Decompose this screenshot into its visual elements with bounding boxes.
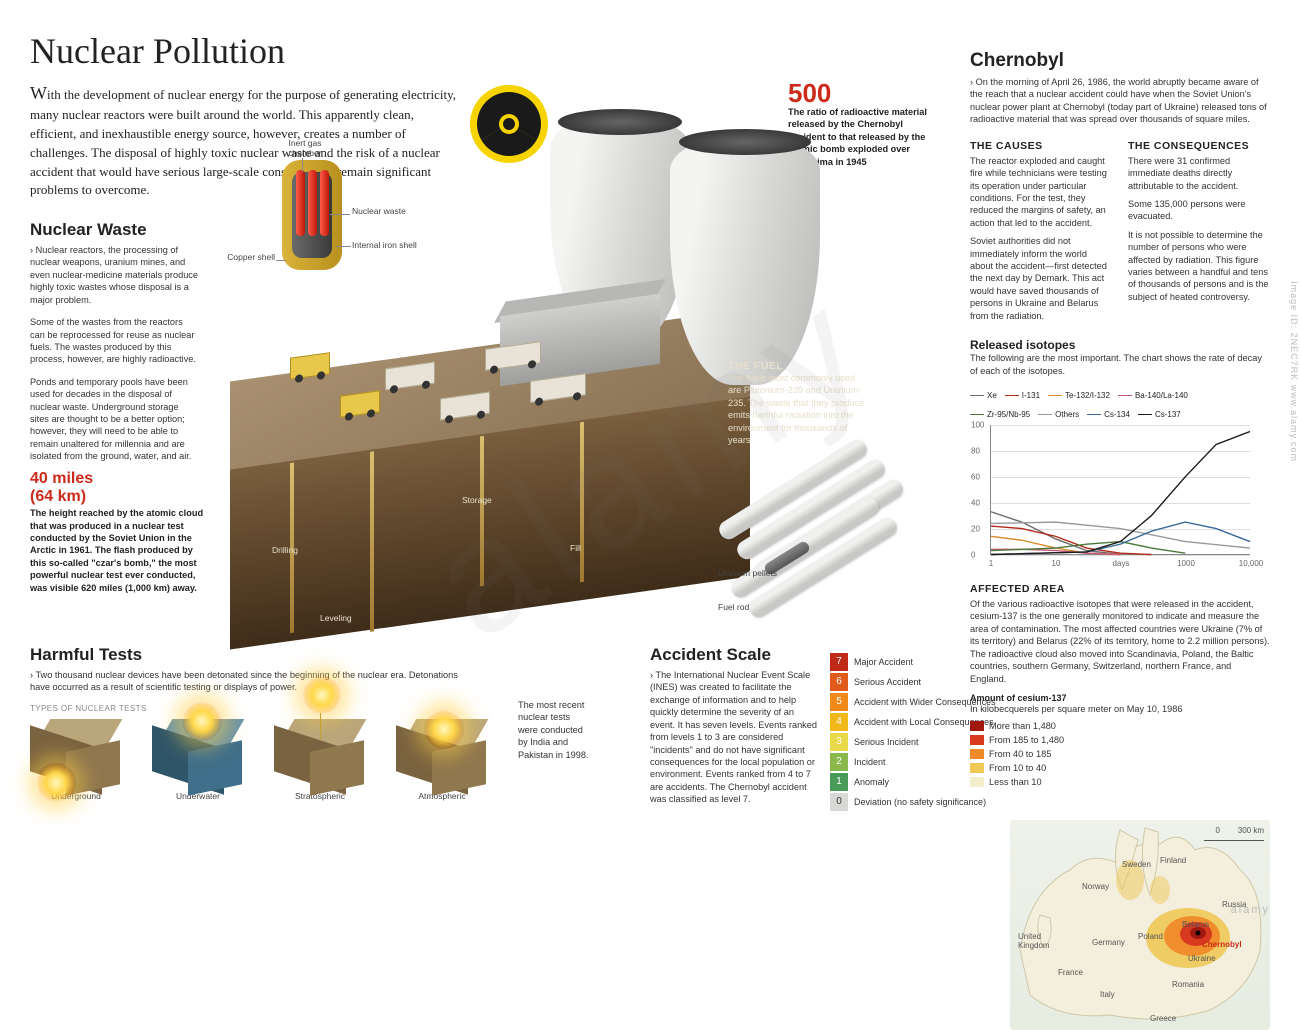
map-lbl-sweden: Sweden xyxy=(1122,860,1151,869)
nuclear-waste-p1: Nuclear reactors, the processing of nucl… xyxy=(30,244,200,306)
causes-p2: Soviet authorities did not immediately i… xyxy=(970,235,1112,322)
europe-map: Norway Sweden Finland Russia United King… xyxy=(1010,820,1270,1030)
map-scalebar: 0 300 km xyxy=(1216,826,1264,835)
map-lbl-romania: Romania xyxy=(1172,980,1204,989)
label-uranium-pellets: Uranium pellets xyxy=(718,568,777,578)
causes-heading: THE CAUSES xyxy=(970,140,1112,152)
label-drilling: Drilling xyxy=(272,545,298,555)
nuclear-waste-heading: Nuclear Waste xyxy=(30,220,200,240)
cesium-level: From 10 to 40 xyxy=(970,761,1080,775)
map-lbl-norway: Norway xyxy=(1082,882,1109,891)
isotopes-legend: Xe I-131 Te-132/I-132 Ba-140/La-140 Zr-95/Nb… xyxy=(970,383,1230,421)
intro-firstcap: W xyxy=(30,83,47,103)
map-lbl-belarus: Belarus xyxy=(1182,920,1209,929)
isotope-legend-item: Te-132/I-132 xyxy=(1048,391,1110,400)
harmful-tests-intro: Two thousand nuclear devices have been d… xyxy=(30,669,460,694)
isotope-legend-item: Cs-137 xyxy=(1138,410,1181,419)
isotope-legend-item: I-131 xyxy=(1005,391,1040,400)
label-fuel-rod: Fuel rod xyxy=(718,602,749,612)
accident-scale-heading: Accident Scale xyxy=(650,645,820,665)
chernobyl-intro: On the morning of April 26, 1986, the wo… xyxy=(970,76,1270,126)
label-copper-shell: Copper shell xyxy=(225,252,275,262)
stat-40miles-line1: 40 miles xyxy=(30,470,205,488)
stat-40miles-line2: (64 km) xyxy=(30,488,205,506)
label-nuclear-waste: Nuclear waste xyxy=(352,206,406,216)
test-type-atmospheric: Atmospheric xyxy=(396,719,488,801)
label-fill: Fill xyxy=(570,543,581,553)
cesium-legend-sub: In kilobecquerels per square meter on Ma… xyxy=(970,703,1270,715)
affected-area-text: Of the various radioactive isotopes that… xyxy=(970,598,1270,685)
isotopes-sub: The following are the most important. Th… xyxy=(970,352,1270,377)
label-inert-gas: Inert gas chamber xyxy=(280,138,330,158)
isotopes-heading: Released isotopes xyxy=(970,338,1270,352)
scale-level-0: 0Deviation (no safety significance) xyxy=(830,792,1000,812)
stat-500-number: 500 xyxy=(788,80,938,106)
cesium-legend-title: Amount of cesium-137 xyxy=(970,693,1270,703)
watermark-code: Image ID: 2NEC7RK www.alamy.com xyxy=(1289,281,1299,462)
causes-p1: The reactor exploded and caught fire whi… xyxy=(970,155,1112,230)
isotope-legend-item: Ba-140/La-140 xyxy=(1118,391,1188,400)
test-type-underwater: Underwater xyxy=(152,719,244,801)
cesium-level: Less than 10 xyxy=(970,775,1080,789)
test-type-underground: Underground xyxy=(30,719,122,801)
map-lbl-italy: Italy xyxy=(1100,990,1115,999)
harmful-tests-note: The most recent nuclear tests were condu… xyxy=(518,699,590,761)
fuel-block: THE FUEL The fuels most commonly used ar… xyxy=(728,360,868,447)
isotope-legend-item: Zr-95/Nb-95 xyxy=(970,410,1030,419)
fuel-heading: THE FUEL xyxy=(728,360,868,372)
map-lbl-france: France xyxy=(1058,968,1083,977)
accident-scale-text: The International Nuclear Event Scale (I… xyxy=(650,669,820,806)
consequences-p1: There were 31 confirmed immediate deaths… xyxy=(1128,155,1270,192)
waste-capsule-icon xyxy=(282,160,342,270)
affected-area-heading: AFFECTED AREA xyxy=(970,583,1270,595)
consequences-p3: It is not possible to determine the numb… xyxy=(1128,229,1270,304)
isotopes-chart: 020406080100110days100010,000 xyxy=(990,425,1250,555)
watermark-corner: alamy xyxy=(1231,904,1270,916)
label-storage: Storage xyxy=(462,495,492,505)
map-lbl-uk: United Kingdom xyxy=(1018,932,1060,950)
label-iron-shell: Internal iron shell xyxy=(352,240,417,250)
stat-40miles-text: The height reached by the atomic cloud t… xyxy=(30,507,205,594)
map-lbl-greece: Greece xyxy=(1150,1014,1176,1023)
map-lbl-poland: Poland xyxy=(1138,932,1163,941)
fuel-text: The fuels most commonly used are Plutoni… xyxy=(728,372,868,447)
isotope-legend-item: Others xyxy=(1038,410,1079,419)
cesium-legend: More than 1,480From 185 to 1,480From 40 … xyxy=(970,719,1080,789)
isotope-legend-item: Cs-134 xyxy=(1087,410,1130,419)
stat-40miles: 40 miles (64 km) The height reached by t… xyxy=(30,470,205,594)
map-lbl-ukraine: Ukraine xyxy=(1188,954,1216,963)
map-lbl-germany: Germany xyxy=(1092,938,1125,947)
nuclear-waste-p2: Some of the wastes from the reactors can… xyxy=(30,316,200,366)
map-lbl-finland: Finland xyxy=(1160,856,1186,865)
harmful-tests-heading: Harmful Tests xyxy=(30,645,590,665)
chernobyl-heading: Chernobyl xyxy=(970,50,1270,72)
isotope-legend-item: Xe xyxy=(970,391,997,400)
cesium-level: From 40 to 185 xyxy=(970,747,1080,761)
map-lbl-chernobyl: Chernobyl xyxy=(1202,940,1242,949)
nuclear-waste-p3: Ponds and temporary pools have been used… xyxy=(30,376,200,463)
cesium-level: From 185 to 1,480 xyxy=(970,733,1080,747)
cesium-level: More than 1,480 xyxy=(970,719,1080,733)
consequences-heading: THE CONSEQUENCES xyxy=(1128,140,1270,152)
consequences-p2: Some 135,000 persons were evacuated. xyxy=(1128,198,1270,223)
test-type-stratospheric: Stratospheric xyxy=(274,719,366,801)
label-leveling: Leveling xyxy=(320,613,352,623)
